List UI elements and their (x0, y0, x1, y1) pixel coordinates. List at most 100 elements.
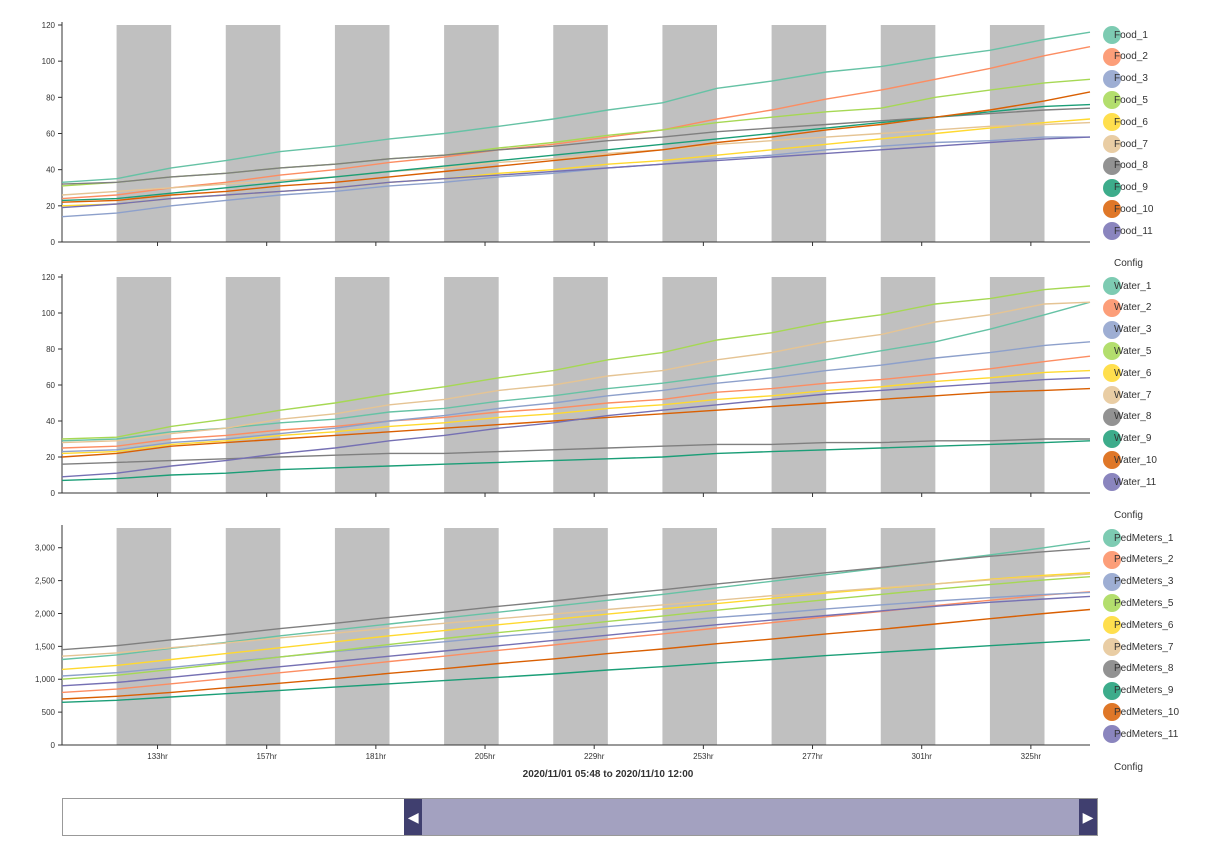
legend-item-food-8[interactable]: Food_8 (1103, 156, 1148, 175)
y-tick-label: 0 (51, 489, 56, 498)
night-band (334, 277, 390, 493)
legend-item-water-11[interactable]: Water_11 (1103, 473, 1156, 492)
brush-right-handle[interactable]: ▶ (1078, 799, 1097, 835)
legend-swatch (1103, 178, 1121, 197)
night-band (989, 25, 1045, 242)
series-line-food-1 (61, 31, 1091, 183)
legend-swatch (1103, 200, 1121, 219)
legend-swatch (1103, 572, 1121, 591)
legend-item-water-3[interactable]: Water_3 (1103, 320, 1151, 339)
legend-item-food-1[interactable]: Food_1 (1103, 26, 1148, 44)
legend-swatch (1103, 69, 1121, 88)
night-band (225, 277, 281, 493)
legend-item-water-7[interactable]: Water_7 (1103, 386, 1151, 404)
legend-item-food-9[interactable]: Food_9 (1103, 178, 1148, 197)
night-band (771, 277, 827, 493)
legend-item-food-3[interactable]: Food_3 (1103, 69, 1148, 88)
legend-item-pedmeters-9[interactable]: PedMeters_9 (1103, 681, 1174, 700)
series-line-pedmeters-9 (61, 639, 1091, 703)
legend-item-pedmeters-1[interactable]: PedMeters_1 (1103, 529, 1173, 547)
legend-item-pedmeters-2[interactable]: PedMeters_2 (1103, 550, 1174, 569)
config-link-pedmeters[interactable]: Config (1114, 762, 1143, 773)
y-tick-label: 20 (46, 453, 55, 462)
legend-item-pedmeters-10[interactable]: PedMeters_10 (1103, 703, 1180, 722)
legend-item-water-1[interactable]: Water_1 (1103, 277, 1151, 295)
legend-swatch (1103, 342, 1121, 361)
legend-label: Food_7 (1114, 138, 1148, 150)
night-band (880, 528, 936, 745)
legend-item-food-6[interactable]: Food_6 (1103, 113, 1148, 132)
series-line-water-7 (61, 301, 1091, 444)
series-line-pedmeters-8 (61, 547, 1091, 651)
y-tick-label: 1,500 (35, 642, 56, 651)
y-tick-label: 20 (46, 202, 55, 211)
brush-left-handle[interactable]: ◀ (404, 799, 423, 835)
x-tick-label: 325hr (1021, 752, 1042, 761)
legend-label: PedMeters_11 (1114, 728, 1179, 740)
legend-label: PedMeters_9 (1114, 685, 1174, 697)
series-line-food-2 (61, 46, 1091, 200)
legend-item-food-11[interactable]: Food_11 (1103, 222, 1153, 241)
legend-item-pedmeters-5[interactable]: PedMeters_5 (1103, 594, 1173, 613)
y-tick-label: 100 (42, 57, 56, 66)
brush-selection[interactable]: ◀ ▶ (404, 799, 1097, 835)
night-band (553, 25, 608, 242)
legend-item-pedmeters-8[interactable]: PedMeters_8 (1103, 659, 1173, 678)
night-band (116, 528, 172, 745)
night-band (662, 25, 718, 242)
legend-item-food-2[interactable]: Food_2 (1103, 47, 1148, 66)
series-line-water-11 (61, 377, 1091, 478)
legend-label: PedMeters_2 (1114, 554, 1174, 566)
night-band (116, 277, 172, 493)
time-range-brush[interactable]: ◀ ▶ (62, 798, 1098, 836)
config-link-food[interactable]: Config (1114, 258, 1143, 269)
legend-item-water-9[interactable]: Water_9 (1103, 429, 1151, 448)
legend-item-pedmeters-6[interactable]: PedMeters_6 (1103, 616, 1173, 635)
x-tick-label: 157hr (256, 752, 277, 761)
legend-label: PedMeters_10 (1114, 706, 1180, 718)
panel-food: 0 20 40 60 80 100 120 (42, 21, 1091, 247)
y-tick-label: 60 (46, 130, 55, 139)
legend-item-water-8[interactable]: Water_8 (1103, 407, 1151, 426)
y-tick-label: 60 (46, 381, 55, 390)
night-band (662, 277, 718, 493)
legend-swatch (1103, 113, 1121, 132)
y-tick-label: 120 (42, 273, 56, 282)
y-tick-label: 40 (46, 417, 55, 426)
y-tick-label: 3,000 (35, 544, 56, 553)
night-band (662, 528, 718, 745)
legend-item-water-5[interactable]: Water_5 (1103, 342, 1151, 361)
legend-label: Food_11 (1114, 225, 1153, 237)
night-band (334, 25, 390, 242)
night-band (116, 25, 172, 242)
legend-item-food-10[interactable]: Food_10 (1103, 200, 1153, 219)
legend-item-pedmeters-3[interactable]: PedMeters_3 (1103, 572, 1174, 591)
y-tick-label: 0 (51, 238, 56, 247)
series-line-water-2 (61, 355, 1091, 449)
series-line-food-3 (61, 136, 1090, 218)
legend-swatch (1103, 135, 1121, 153)
legend-item-food-5[interactable]: Food_5 (1103, 91, 1148, 110)
legend-item-water-6[interactable]: Water_6 (1103, 364, 1151, 383)
legend-item-water-10[interactable]: Water_10 (1103, 451, 1157, 470)
series-line-pedmeters-3 (61, 591, 1091, 677)
panel-water: 0 20 40 60 80 100 120 (42, 273, 1091, 498)
night-band (553, 277, 608, 493)
legend-swatch (1103, 681, 1121, 700)
legend-swatch (1103, 550, 1121, 569)
series-line-water-8 (61, 438, 1090, 465)
legend-item-food-7[interactable]: Food_7 (1103, 135, 1148, 153)
night-band (444, 25, 499, 242)
legend-swatch (1103, 429, 1121, 448)
night-band (444, 528, 499, 745)
legend-item-pedmeters-7[interactable]: PedMeters_7 (1103, 638, 1173, 656)
config-link-water[interactable]: Config (1114, 510, 1143, 521)
y-tick-label: 1,000 (35, 675, 56, 684)
legend-item-water-2[interactable]: Water_2 (1103, 298, 1151, 317)
legend-label: PedMeters_3 (1114, 576, 1174, 588)
legend-label: Food_3 (1114, 73, 1148, 85)
legend-item-pedmeters-11[interactable]: PedMeters_11 (1103, 725, 1179, 744)
legend-label: Water_1 (1114, 280, 1152, 292)
legend-label: PedMeters_1 (1114, 532, 1174, 544)
legend-swatch (1103, 725, 1121, 744)
